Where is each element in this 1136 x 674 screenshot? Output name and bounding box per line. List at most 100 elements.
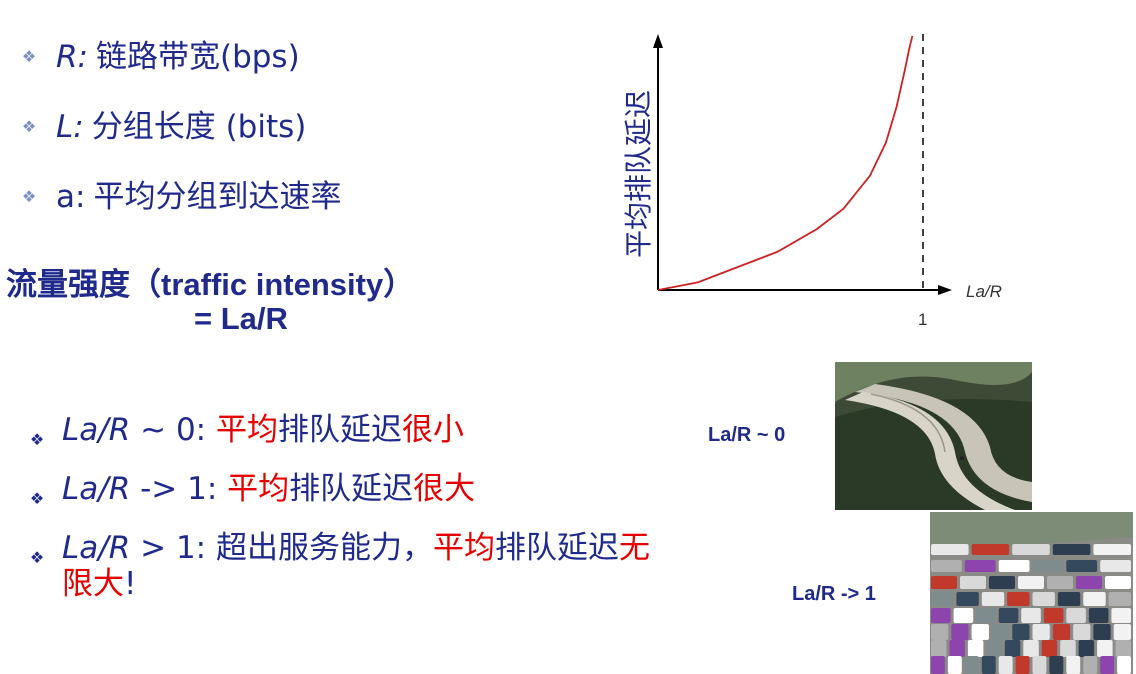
empty-highway-photo [835,362,1032,510]
car-shape [964,560,996,572]
case-middle: 排队延迟 [277,412,402,448]
car-shape [1100,656,1115,674]
car-shape [1032,592,1055,606]
x-axis-arrow-icon [938,285,952,295]
definition-item-l: ❖ L: 分组长度 (bits) [20,92,341,162]
car-shape [1066,656,1081,674]
diamond-bullet-icon: ❖ [29,430,45,449]
car-shape [947,656,962,674]
definition-name: R: [56,39,88,75]
y-axis-arrow-icon [653,34,663,48]
definition-list: ❖ R: 链路带宽(bps) ❖ L: 分组长度 (bits) ❖ a: 平均分… [20,22,342,232]
car-shape [1115,640,1131,657]
car-shape [1093,624,1111,640]
car-shape [1021,608,1041,623]
car-shape [1078,640,1095,657]
car-shape [1012,624,1030,640]
car-shape [964,656,979,674]
car-shape [949,640,965,657]
car-shape [981,656,996,674]
case-condition: La/R [62,471,131,507]
empty-road-label: La/R ~ 0 [708,424,786,446]
car-shape [998,656,1013,674]
car-shape [931,592,954,606]
definition-text: 分组长度 (bits) [91,109,307,145]
car-shape [971,544,1010,555]
definition-item-r: ❖ R: 链路带宽(bps) [20,22,341,92]
car-shape [1100,560,1131,572]
y-axis-label: 平均排队延迟 [622,90,655,258]
case-prefix: 超出服务能力， [215,530,433,566]
car-shape [1083,656,1098,674]
diamond-bullet-icon: ❖ [29,489,45,508]
car-shape [931,544,969,555]
car-shape [931,640,947,657]
car-shape [1066,560,1098,572]
car-shape [1113,624,1131,640]
case-tail: ! [124,566,137,602]
definition-text: 链路带宽(bps) [95,39,300,75]
definition-name: L: [56,109,84,145]
queueing-delay-chart: 平均排队延迟 La/R 1 [622,34,1002,329]
car-shape [1041,640,1058,657]
case-list: ❖ La/R ~ 0: 平均排队延迟很小 ❖ La/R -> 1: 平均排队延迟… [28,412,652,615]
car-shape [1043,608,1064,623]
car-shape [931,656,945,674]
car-shape [1117,656,1131,674]
case-middle: 排队延迟 [494,530,619,566]
diamond-bullet-icon: ❖ [21,47,37,66]
x-axis-label: La/R [966,282,1002,301]
car-shape [1060,640,1076,657]
case-condition: La/R [62,530,131,566]
case-item: ❖ La/R > 1: 超出服务能力，平均排队延迟无限大! [28,530,652,602]
car-shape [981,592,1005,606]
car-shape [998,560,1030,572]
car-shape [971,624,989,640]
car-shape [1052,624,1071,640]
car-shape [1007,592,1030,606]
car-shape [1047,576,1073,589]
car-shape [1032,560,1064,572]
case-operator: ~ 0: [130,412,216,448]
car-shape [1057,592,1081,606]
definition-item-a: ❖ a: 平均分组到达速率 [20,162,342,232]
case-condition: La/R [62,412,131,448]
intensity-label-en: traffic intensity [161,267,384,302]
car-shape [1032,624,1050,640]
definition-sep: : [75,179,86,215]
car-shape [967,640,984,657]
car-shape [1015,656,1030,674]
car-shape [1083,592,1106,606]
intensity-formula: = La/R [194,301,288,336]
car-shape [1093,544,1131,555]
car-shape [1052,544,1091,555]
car-shape [1049,656,1064,674]
car-shape [989,576,1015,589]
car-shape [951,624,969,640]
definition-text: 平均分组到达速率 [93,179,342,215]
car-shape [1012,544,1050,555]
car-shape [998,608,1019,623]
case-red-1: 平均 [227,471,290,507]
case-middle: 排队延迟 [289,471,414,507]
car-shape [1088,608,1109,623]
case-item: ❖ La/R ~ 0: 平均排队延迟很小 [28,412,652,458]
case-red-2: 很大 [413,471,476,507]
case-red-1: 平均 [215,412,278,448]
diamond-bullet-icon: ❖ [21,187,37,206]
case-red-1: 平均 [432,530,495,566]
car-shape [1018,576,1044,589]
car-shape [1105,576,1131,589]
diamond-bullet-icon: ❖ [29,548,45,567]
intensity-label-cn: 流量强度（ [6,267,161,303]
car-shape [953,608,974,623]
case-red-2: 无限大 [62,530,650,602]
car-shape [1111,608,1131,623]
traffic-jam-photo [930,512,1133,674]
case-operator: > 1: [130,530,216,566]
car-shape [1023,640,1039,657]
x-tick-label: 1 [918,310,927,329]
car-shape [1097,640,1113,657]
car-shape [1076,576,1102,589]
car-shape [931,576,957,589]
